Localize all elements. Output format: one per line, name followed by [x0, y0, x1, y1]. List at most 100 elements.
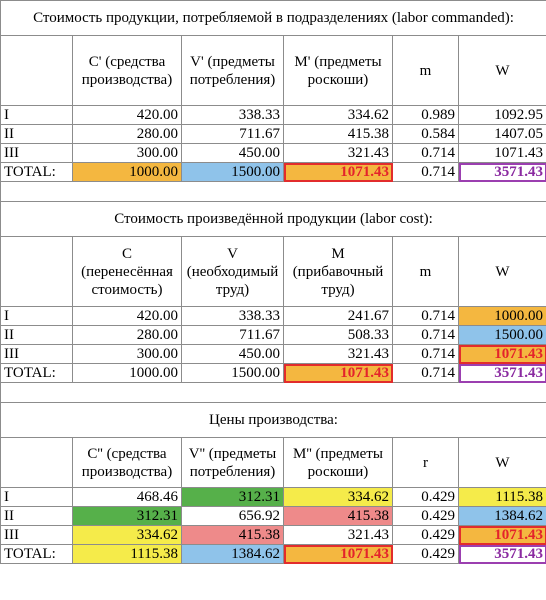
- row-label: TOTAL:: [0, 363, 73, 383]
- header-empty-cell: [0, 236, 73, 307]
- cell: 0.429: [392, 544, 459, 564]
- row-label: II: [0, 325, 73, 345]
- row-label: III: [0, 143, 73, 163]
- cell: 312.31: [181, 487, 284, 507]
- row-label: II: [0, 506, 73, 526]
- cell: 1500.00: [181, 162, 284, 182]
- cell: 0.714: [392, 143, 459, 163]
- header-v: V (необходимый труд): [181, 236, 284, 307]
- section1-title: Стоимость продукции, потребляемой в подр…: [0, 0, 546, 36]
- section3-title: Цены производства:: [0, 402, 546, 438]
- table-row: II 312.31 656.92 415.38 0.429 1384.62: [0, 506, 546, 526]
- cell: 0.714: [392, 306, 459, 326]
- cell: 1500.00: [181, 363, 284, 383]
- header-m: M'' (предметы роскоши): [283, 437, 393, 488]
- cell: 711.67: [181, 325, 284, 345]
- cell: 280.00: [72, 325, 182, 345]
- cell: 656.92: [181, 506, 284, 526]
- total-row: TOTAL: 1000.00 1500.00 1071.43 0.714 357…: [0, 162, 546, 182]
- cell: 1384.62: [457, 506, 546, 526]
- cell: 468.46: [72, 487, 182, 507]
- header-v: V'' (предметы потребления): [181, 437, 284, 488]
- cell: 0.584: [392, 124, 459, 144]
- header-c: C' (средства производства): [72, 35, 182, 106]
- row-label: I: [0, 105, 73, 125]
- cell: 450.00: [181, 344, 284, 364]
- cell: 0.714: [392, 325, 459, 345]
- row-label: I: [0, 306, 73, 326]
- table-row: II 280.00 711.67 415.38 0.584 1407.05: [0, 124, 546, 144]
- cell: 321.43: [283, 525, 393, 545]
- cell: 1384.62: [181, 544, 284, 564]
- cell: 415.38: [181, 525, 284, 545]
- table-row: III 334.62 415.38 321.43 0.429 1071.43: [0, 525, 546, 545]
- cell: 1000.00: [72, 363, 182, 383]
- row-label: TOTAL:: [0, 162, 73, 182]
- spacer-row: [0, 181, 546, 202]
- cell-highlight: 1071.43: [283, 544, 393, 564]
- total-row: TOTAL: 1115.38 1384.62 1071.43 0.429 357…: [0, 544, 546, 564]
- cell: 420.00: [72, 306, 182, 326]
- cell: 0.714: [392, 363, 459, 383]
- row-label: TOTAL:: [0, 544, 73, 564]
- cell: 420.00: [72, 105, 182, 125]
- cell: 241.67: [283, 306, 393, 326]
- cell: 338.33: [181, 105, 284, 125]
- header-empty-cell: [0, 35, 73, 106]
- header-w: W: [457, 236, 546, 307]
- header-v: V' (предметы потребления): [181, 35, 284, 106]
- cell: 0.989: [392, 105, 459, 125]
- cell: 0.714: [392, 344, 459, 364]
- cell: 1092.95: [457, 105, 546, 125]
- section2-title: Стоимость произведённой продукции (labor…: [0, 201, 546, 237]
- cell: 0.429: [392, 487, 459, 507]
- cell: 1115.38: [457, 487, 546, 507]
- header-c: C (перенесённая стоимость): [72, 236, 182, 307]
- cell-highlight: 1071.43: [283, 363, 393, 383]
- table-row: I 420.00 338.33 241.67 0.714 1000.00: [0, 306, 546, 326]
- cell-total: 3571.43: [457, 363, 546, 383]
- cell: 1000.00: [457, 306, 546, 326]
- cell: 0.714: [392, 162, 459, 182]
- header-empty-cell: [0, 437, 73, 488]
- row-label: II: [0, 124, 73, 144]
- cell: 1071.43: [457, 143, 546, 163]
- cell: 321.43: [283, 344, 393, 364]
- header-c: C'' (средства производства): [72, 437, 182, 488]
- header-rate: r: [392, 437, 459, 488]
- cell-total: 3571.43: [457, 162, 546, 182]
- cell: 334.62: [283, 105, 393, 125]
- total-row: TOTAL: 1000.00 1500.00 1071.43 0.714 357…: [0, 363, 546, 383]
- table-row: III 300.00 450.00 321.43 0.714 1071.43: [0, 143, 546, 163]
- cell: 1000.00: [72, 162, 182, 182]
- row-label: I: [0, 487, 73, 507]
- cell: 334.62: [72, 525, 182, 545]
- cell: 0.429: [392, 525, 459, 545]
- cell: 300.00: [72, 143, 182, 163]
- cell-total: 3571.43: [457, 544, 546, 564]
- cell: 1500.00: [457, 325, 546, 345]
- spreadsheet: Стоимость продукции, потребляемой в подр…: [0, 0, 546, 564]
- cell: 711.67: [181, 124, 284, 144]
- table-row: I 468.46 312.31 334.62 0.429 1115.38: [0, 487, 546, 507]
- cell: 415.38: [283, 506, 393, 526]
- cell: 415.38: [283, 124, 393, 144]
- cell: 450.00: [181, 143, 284, 163]
- header-w: W: [457, 437, 546, 488]
- table-row: II 280.00 711.67 508.33 0.714 1500.00: [0, 325, 546, 345]
- cell: 334.62: [283, 487, 393, 507]
- row-label: III: [0, 344, 73, 364]
- cell: 280.00: [72, 124, 182, 144]
- cell: 0.429: [392, 506, 459, 526]
- cell: 321.43: [283, 143, 393, 163]
- row-label: III: [0, 525, 73, 545]
- spacer-row: [0, 382, 546, 403]
- header-rate: m: [392, 236, 459, 307]
- cell: 1115.38: [72, 544, 182, 564]
- table-row: III 300.00 450.00 321.43 0.714 1071.43: [0, 344, 546, 364]
- cell: 312.31: [72, 506, 182, 526]
- cell-highlight: 1071.43: [283, 162, 393, 182]
- cell: 1407.05: [457, 124, 546, 144]
- cell-highlight: 1071.43: [457, 344, 546, 364]
- cell: 338.33: [181, 306, 284, 326]
